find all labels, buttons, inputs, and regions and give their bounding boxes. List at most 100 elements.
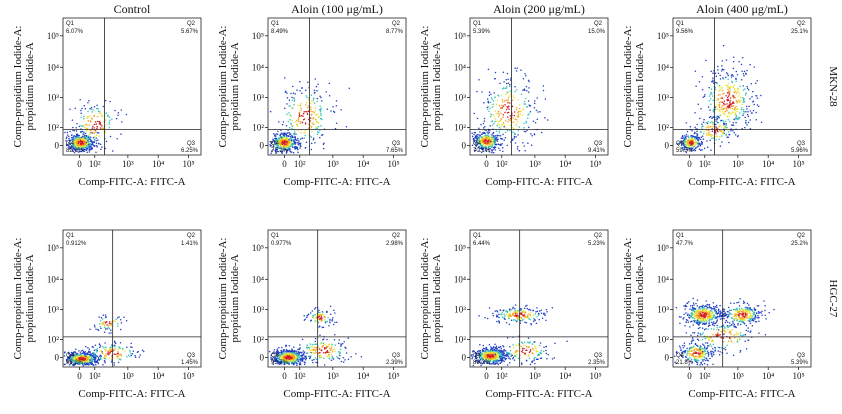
event-dot <box>472 349 474 352</box>
event-dot <box>319 354 321 357</box>
event-dot <box>507 99 509 102</box>
event-dot <box>730 76 733 78</box>
event-dot <box>521 356 523 359</box>
quadrant-label: Q1 <box>473 233 482 239</box>
event-dot <box>91 131 93 133</box>
event-dot <box>509 95 511 97</box>
event-dot <box>480 144 482 146</box>
event-dot <box>746 85 748 88</box>
event-dot <box>726 115 728 118</box>
event-dot <box>492 113 495 116</box>
event-dot <box>325 91 327 93</box>
event-dot <box>692 138 695 141</box>
event-dot <box>97 110 100 113</box>
event-dot <box>329 313 332 316</box>
event-dot <box>297 139 299 142</box>
event-dot <box>315 343 318 345</box>
event-dot <box>335 105 338 107</box>
event-dot <box>709 93 712 96</box>
event-dot <box>299 104 302 107</box>
event-dot <box>294 93 296 95</box>
event-dot <box>494 71 497 74</box>
event-dot <box>289 148 291 151</box>
event-dot <box>481 145 484 147</box>
event-dot <box>698 138 700 140</box>
event-dot <box>505 87 508 90</box>
event-dot <box>85 141 88 144</box>
event-dot <box>505 93 507 96</box>
event-dot <box>515 344 517 347</box>
event-dot <box>494 96 496 98</box>
event-dot <box>732 105 735 107</box>
event-dot <box>526 349 528 351</box>
event-dot <box>476 144 478 146</box>
event-dot <box>291 85 294 88</box>
event-dot <box>720 106 723 108</box>
event-dot <box>501 350 504 352</box>
event-dot <box>284 77 286 79</box>
event-dot <box>100 355 103 357</box>
event-dot <box>533 106 536 109</box>
event-dot <box>517 111 519 114</box>
event-dot <box>129 355 131 358</box>
event-dot <box>318 108 321 111</box>
event-dot <box>525 121 528 124</box>
event-dot <box>687 136 690 139</box>
event-dot <box>102 363 104 366</box>
event-dot <box>286 96 289 99</box>
event-dot <box>495 345 498 348</box>
event-dot <box>492 312 494 315</box>
event-dot <box>729 97 732 99</box>
y-tick-label: 10² <box>252 335 264 345</box>
event-dot <box>718 103 721 106</box>
event-dot <box>699 138 702 141</box>
event-dot <box>334 127 337 130</box>
event-dot <box>488 129 490 132</box>
event-dot <box>521 347 524 350</box>
event-dot <box>270 152 272 154</box>
event-dot <box>529 104 532 107</box>
event-dot <box>488 353 490 356</box>
event-dot <box>724 120 727 123</box>
event-dot <box>511 126 514 129</box>
event-dot <box>743 74 745 77</box>
quadrant-label: Q2 <box>797 21 806 27</box>
event-dot <box>685 135 687 138</box>
event-dot <box>715 127 717 129</box>
event-dot <box>479 343 481 346</box>
event-dot <box>299 356 301 359</box>
event-dot <box>739 99 742 101</box>
event-dot <box>510 353 512 355</box>
event-dot <box>717 98 720 101</box>
event-dot <box>76 141 78 144</box>
event-dot <box>540 131 543 134</box>
event-dot <box>479 131 481 133</box>
event-dot <box>85 128 87 130</box>
event-dot <box>301 338 304 341</box>
event-dot <box>69 143 72 146</box>
event-dot <box>280 352 283 354</box>
event-dot <box>701 125 704 127</box>
event-dot <box>483 137 485 139</box>
event-dot <box>305 89 307 91</box>
event-dot <box>715 120 717 123</box>
event-dot <box>695 85 697 88</box>
event-dot <box>743 97 745 100</box>
event-dot <box>752 109 755 112</box>
event-dot <box>497 356 500 358</box>
event-dot <box>735 117 737 119</box>
event-dot <box>83 131 85 133</box>
event-dot <box>491 120 493 123</box>
event-dot <box>86 123 88 126</box>
event-dot <box>546 311 548 313</box>
event-dot <box>89 363 92 365</box>
event-dot <box>523 130 526 132</box>
event-dot <box>311 122 313 124</box>
event-dot <box>501 104 504 107</box>
event-dot <box>701 88 704 91</box>
event-dot <box>106 115 109 117</box>
event-dot <box>699 145 702 147</box>
event-dot <box>314 337 317 340</box>
event-dot <box>729 90 731 92</box>
